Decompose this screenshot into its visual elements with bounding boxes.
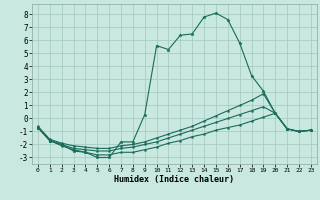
- X-axis label: Humidex (Indice chaleur): Humidex (Indice chaleur): [115, 175, 234, 184]
